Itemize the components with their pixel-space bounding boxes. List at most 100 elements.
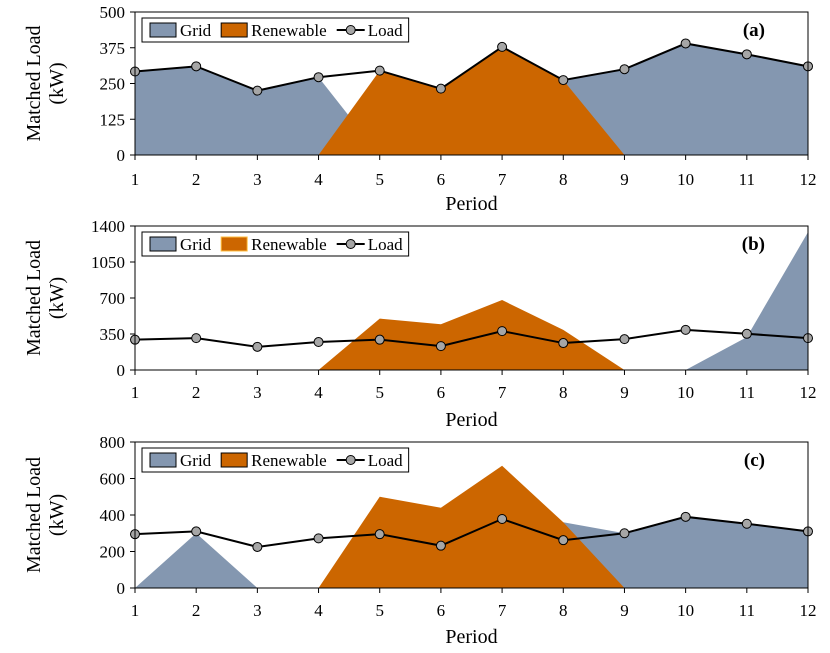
x-tick-label: 6 — [437, 601, 446, 620]
x-tick-label: 8 — [559, 383, 568, 402]
y-tick-label: 500 — [100, 3, 126, 22]
grid-area — [135, 43, 808, 155]
y-tick-label: 0 — [117, 361, 126, 380]
load-point — [497, 326, 508, 337]
grid-area — [135, 232, 808, 370]
legend-label-renewable: Renewable — [251, 21, 327, 40]
y-tick-label: 375 — [100, 39, 126, 58]
load-point — [497, 41, 508, 52]
x-tick-label: 10 — [677, 170, 694, 189]
legend-label-load: Load — [368, 21, 403, 40]
x-tick-label: 11 — [739, 170, 755, 189]
y-axis-unit-label: (kW) — [46, 494, 68, 536]
x-tick-label: 6 — [437, 170, 446, 189]
load-point — [619, 334, 630, 345]
renewable-area — [135, 46, 808, 155]
y-axis-unit-label: (kW) — [46, 62, 68, 104]
y-tick-label: 400 — [100, 506, 126, 525]
legend-load-marker — [345, 25, 356, 35]
load-point — [252, 541, 263, 552]
x-tick-label: 5 — [375, 383, 384, 402]
legend-grid-swatch — [149, 22, 177, 38]
y-tick-label: 700 — [100, 289, 126, 308]
renewable-area — [135, 465, 808, 588]
load-point — [252, 85, 263, 96]
load-point — [619, 528, 630, 539]
x-tick-label: 2 — [192, 383, 201, 402]
load-point — [558, 75, 569, 86]
x-tick-label: 12 — [800, 383, 817, 402]
x-tick-label: 10 — [677, 383, 694, 402]
x-tick-label: 12 — [800, 170, 817, 189]
y-tick-label: 200 — [100, 543, 126, 562]
x-tick-label: 9 — [620, 601, 629, 620]
load-point — [313, 337, 324, 348]
x-axis-label: Period — [445, 193, 497, 215]
load-line — [134, 515, 809, 548]
load-point — [313, 533, 324, 544]
legend-label-grid: Grid — [180, 451, 212, 470]
grid-area — [135, 516, 808, 588]
x-tick-label: 3 — [253, 601, 262, 620]
x-tick-label: 5 — [375, 170, 384, 189]
x-tick-label: 4 — [314, 383, 323, 402]
y-tick-label: 0 — [117, 579, 126, 598]
x-tick-label: 11 — [739, 601, 755, 620]
load-point — [252, 341, 263, 352]
x-tick-label: 6 — [437, 383, 446, 402]
renewable-area — [135, 300, 808, 370]
load-point — [741, 328, 752, 339]
x-tick-label: 11 — [739, 383, 755, 402]
x-tick-label: 1 — [131, 601, 140, 620]
legend-label-load: Load — [368, 235, 403, 254]
y-axis-label: Matched Load — [23, 240, 45, 356]
legend: Grid Renewable Load — [141, 17, 410, 43]
legend-renewable-swatch — [220, 452, 248, 468]
load-point — [313, 72, 324, 83]
legend: Grid Renewable Load — [141, 231, 410, 257]
load-point — [191, 61, 202, 72]
load-point — [374, 334, 385, 345]
x-axis-label: Period — [445, 409, 497, 431]
load-point — [191, 333, 202, 344]
x-tick-label: 3 — [253, 170, 262, 189]
load-point — [558, 338, 569, 349]
y-tick-label: 1400 — [91, 217, 125, 236]
panel-label: (a) — [743, 20, 765, 41]
legend-grid-swatch — [149, 236, 177, 252]
legend-label-grid: Grid — [180, 21, 212, 40]
load-point — [680, 324, 691, 335]
load-point — [741, 518, 752, 529]
legend-load-marker — [345, 455, 356, 465]
x-tick-label: 9 — [620, 383, 629, 402]
legend-renewable-swatch — [220, 236, 248, 252]
x-tick-label: 9 — [620, 170, 629, 189]
load-point — [558, 535, 569, 546]
x-tick-label: 7 — [498, 383, 507, 402]
y-tick-label: 600 — [100, 470, 126, 489]
y-tick-label: 1050 — [91, 253, 125, 272]
load-line — [134, 42, 809, 92]
legend: Grid Renewable Load — [141, 447, 410, 473]
load-point — [741, 49, 752, 60]
y-axis-label: Matched Load — [23, 25, 45, 141]
y-tick-label: 350 — [100, 325, 126, 344]
x-tick-label: 5 — [375, 601, 384, 620]
legend-load-marker — [345, 239, 356, 249]
load-point — [191, 526, 202, 537]
load-point — [680, 511, 691, 522]
x-tick-label: 8 — [559, 601, 568, 620]
x-tick-label: 2 — [192, 170, 201, 189]
legend-grid-swatch — [149, 452, 177, 468]
x-tick-label: 4 — [314, 170, 323, 189]
y-axis-unit-label: (kW) — [46, 277, 68, 319]
y-tick-label: 125 — [100, 110, 126, 129]
load-line — [134, 328, 809, 348]
y-tick-label: 250 — [100, 75, 126, 94]
y-tick-label: 0 — [117, 146, 126, 165]
legend-label-renewable: Renewable — [251, 235, 327, 254]
x-tick-label: 3 — [253, 383, 262, 402]
